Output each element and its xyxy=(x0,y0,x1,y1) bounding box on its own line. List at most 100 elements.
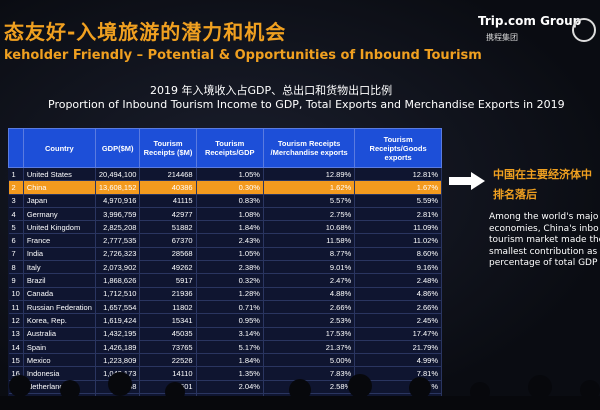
table-cell: 2.47% xyxy=(263,273,356,288)
table-cell: 12.81% xyxy=(354,167,442,182)
table-cell: Mexico xyxy=(23,353,96,368)
table-cell: 3.14% xyxy=(196,327,264,341)
badge-icon xyxy=(572,18,596,42)
column-header: Tourism Receipts ($M) xyxy=(139,128,197,168)
table-cell: 28568 xyxy=(139,247,197,262)
table-cell: 2,726,323 xyxy=(95,247,141,262)
table-cell: Japan xyxy=(23,194,96,208)
table-cell: 1.67% xyxy=(354,180,442,195)
table-row: 13 Australia 1,432,195 45035 3.14% 17.53% 17.4… xyxy=(8,327,442,341)
table-row: 3 Japan 4,970,916 41115 0.83% 5.57% 5.59% xyxy=(8,194,442,208)
table-cell: 51882 xyxy=(139,220,197,235)
column-header: Tourism Receipts /Merchandise exports xyxy=(262,128,356,168)
table-cell: Korea, Rep. xyxy=(23,313,96,328)
table-cell: Brazil xyxy=(23,273,96,288)
table-cell: 21.37% xyxy=(263,340,356,355)
table-cell: 1.35% xyxy=(196,366,264,381)
table-cell: Canada xyxy=(23,287,96,301)
table-cell: 2.04% xyxy=(196,380,264,395)
table-cell: 17.53% xyxy=(263,327,356,341)
table-cell: 42977 xyxy=(139,207,197,222)
table-cell: 5 xyxy=(8,220,24,235)
table-cell: 2.38% xyxy=(196,260,264,275)
table-cell: 2.66% xyxy=(263,300,356,315)
table-cell: 11.02% xyxy=(354,233,442,248)
column-header: GDP($M) xyxy=(94,128,141,168)
table-cell: 5.57% xyxy=(263,194,356,208)
table-cell: 41115 xyxy=(139,194,197,208)
table-cell: 0.83% xyxy=(196,194,264,208)
table-cell: Russian Federation xyxy=(23,300,96,315)
table-cell: 14110 xyxy=(139,366,197,381)
table-cell: 73765 xyxy=(139,340,197,355)
column-header: Tourism Receipts/GDP xyxy=(195,128,264,168)
table-cell: 2,825,208 xyxy=(95,220,141,235)
table-cell: 3 xyxy=(8,194,24,208)
table-cell: 5.17% xyxy=(196,340,264,355)
table-row: 14 Spain 1,426,189 73765 5.17% 21.37% 21.79% xyxy=(8,340,442,355)
table-cell: 1,712,510 xyxy=(95,287,141,301)
table-cell: 1,426,189 xyxy=(95,340,141,355)
table-cell: 11 xyxy=(8,300,24,315)
note-line: percentage of total GDP xyxy=(489,258,598,268)
table-cell: 2.45% xyxy=(354,313,442,328)
table-cell: 1,432,195 xyxy=(95,327,141,341)
column-header: Tourism Receipts/Goods exports xyxy=(354,128,442,168)
table-cell: India xyxy=(23,247,96,262)
table-cell: 2 xyxy=(8,180,24,195)
table-cell: 9.16% xyxy=(354,260,442,275)
table-row: 12 Korea, Rep. 1,619,424 15341 0.95% 2.53% 2.4… xyxy=(8,313,442,328)
logo-cn: 携程集团 xyxy=(486,33,518,42)
table-cell: 2.81% xyxy=(354,207,442,222)
table-cell: 4.99% xyxy=(354,353,442,368)
logo: Trip.com Group xyxy=(478,14,582,28)
table-cell: Germany xyxy=(23,207,96,222)
table-cell: 10.68% xyxy=(263,220,356,235)
table-row: 15 Mexico 1,223,809 22526 1.84% 5.00% 4.99% xyxy=(8,353,442,368)
table-cell: 2.48% xyxy=(354,273,442,288)
note-line: Among the world's majo xyxy=(489,212,599,222)
caption-en: Proportion of Inbound Tourism Income to … xyxy=(48,98,565,111)
table-cell: 1.62% xyxy=(263,180,356,195)
table-cell: 13 xyxy=(8,327,24,341)
table-row: 6 France 2,777,535 67370 2.43% 11.58% 11.02% xyxy=(8,233,442,248)
table-cell: 2.43% xyxy=(196,233,264,248)
table-row: 1 United States 20,494,100 214468 1.05% 12.89… xyxy=(8,167,442,182)
arrow-icon xyxy=(449,172,485,190)
table-cell: 5.00% xyxy=(263,353,356,368)
table-cell: 15341 xyxy=(139,313,197,328)
table-cell: 6 xyxy=(8,233,24,248)
table-cell: 1,223,809 xyxy=(95,353,141,368)
table-row: 11 Russian Federation 1,657,554 11802 0.71% 2… xyxy=(8,300,442,315)
table-cell: 9 xyxy=(8,273,24,288)
table-cell: 2.66% xyxy=(354,300,442,315)
table-cell: 15 xyxy=(8,353,24,368)
table-cell: 1,868,626 xyxy=(95,273,141,288)
note-line: economies, China's inbo xyxy=(489,223,599,234)
table-cell: 2.53% xyxy=(263,313,356,328)
table-cell: 40386 xyxy=(139,180,197,195)
note-cn: 排名落后 xyxy=(493,188,537,201)
table-cell: 4,970,916 xyxy=(95,194,141,208)
audience-silhouette xyxy=(0,372,600,410)
table-cell: 5917 xyxy=(139,273,197,288)
table-cell: 4.88% xyxy=(263,287,356,301)
table-cell: Australia xyxy=(23,327,96,341)
table-cell: 1.28% xyxy=(196,287,264,301)
table-cell: 2,073,902 xyxy=(95,260,141,275)
note-en: Among the world's majo economies, China's… xyxy=(489,212,600,270)
table-cell: 0.95% xyxy=(196,313,264,328)
title-cn: 态友好-入境旅游的潜力和机会 xyxy=(4,20,287,44)
table-cell: 0.32% xyxy=(196,273,264,288)
table-cell: 1 xyxy=(8,167,24,182)
table-cell: 1.08% xyxy=(196,207,264,222)
table-cell: 12 xyxy=(8,313,24,328)
table-cell: 1.84% xyxy=(196,353,264,368)
table-cell: 214468 xyxy=(139,167,197,182)
table-cell: 11802 xyxy=(139,300,197,315)
table-body: 1 United States 20,494,100 214468 1.05% 12.89… xyxy=(8,167,442,410)
table-row: 8 Italy 2,073,902 49262 2.38% 9.01% 9.16% xyxy=(8,260,442,275)
column-header xyxy=(8,128,24,168)
table-cell: 9.01% xyxy=(263,260,356,275)
